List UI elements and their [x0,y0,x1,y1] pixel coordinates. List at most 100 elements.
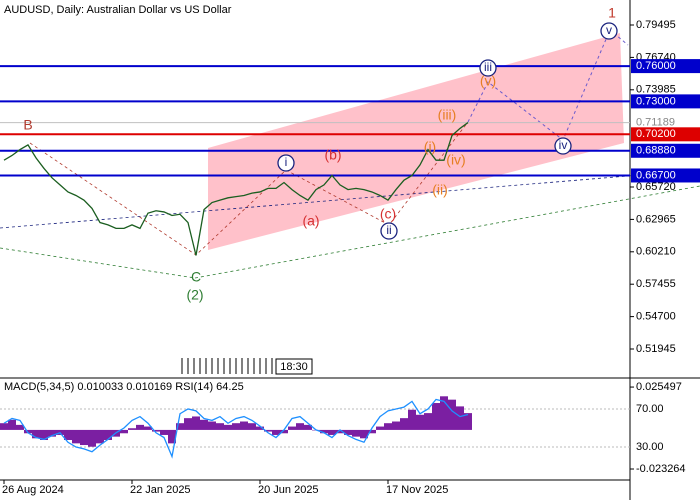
macd-bar [88,429,96,447]
macd-bar [184,418,192,430]
wave-label: C [191,269,201,285]
macd-bar [200,419,208,430]
wave-label: (v) [480,73,496,89]
macd-bar [432,403,440,430]
macd-bar [288,426,296,430]
level-label: 0.66700 [636,169,676,181]
wave-label: (i) [424,139,436,155]
macd-bar [192,416,200,430]
macd-bar [336,429,344,434]
timer: 18:30 [280,361,308,373]
macd-bar [0,423,8,430]
y-tick-label: -0.023264 [636,463,686,475]
x-tick-label: 26 Aug 2024 [2,484,64,496]
macd-bar [416,414,424,430]
wave-label: B [23,117,32,133]
macd-bar [72,429,80,444]
y-tick-label: 0.65720 [636,181,676,193]
macd-bar [440,396,448,430]
macd-bar [80,429,88,446]
level-label-box [631,59,700,74]
y-tick-label: 0.73985 [636,84,676,96]
timer-box [275,358,313,375]
wave-label: i [285,155,288,169]
macd-bar [224,424,232,430]
macd-bar [448,399,456,430]
wave-label: 1 [608,5,616,21]
level-label-box [631,143,700,158]
macd-bar [392,421,400,430]
macd-bar [384,423,392,430]
wave-circle [479,59,497,77]
y2-tick-label: 70.00 [636,403,664,415]
macd-bar [320,429,328,434]
current-price-label: 0.71189 [636,117,675,129]
wave-circle [380,222,398,240]
macd-bar [208,421,216,430]
wave-label: (ii) [432,182,448,198]
macd-bar [368,429,376,434]
wave-line [0,247,196,279]
level-label: 0.68880 [636,145,676,157]
indicator-title: MACD(5,34,5) 0.010033 0.010169 RSI(14) 6… [4,381,244,393]
macd-bar [160,429,168,435]
wave-label: v [606,23,612,37]
macd-bar [152,429,160,432]
macd-bar [264,429,272,432]
macd-bar [96,429,104,444]
macd-bar [128,428,136,430]
macd-bar [456,406,464,430]
timer-ticks [181,358,273,374]
macd-bar [232,423,240,430]
macd-bar [216,423,224,430]
x-tick-label: 22 Jan 2025 [130,484,191,496]
macd-bar [136,424,144,430]
macd-bar [408,409,416,430]
macd-bar [48,429,56,437]
level-label: 0.73000 [636,95,676,107]
macd-bar [256,426,264,430]
macd-bar [120,429,128,434]
y-tick-label: 0.62965 [636,213,676,225]
y2-tick-label: 30.00 [636,441,664,453]
rsi-line [3,398,469,459]
x-tick-label: 20 Jun 2025 [258,484,319,496]
wave-label: (c) [380,206,396,222]
macd-bar [176,423,184,430]
level-label-box [631,168,700,183]
wave-label: (iii) [438,107,457,123]
macd-bar [240,421,248,430]
macd-bar [168,429,176,444]
wave-label: (b) [324,147,341,163]
level-label: 0.70200 [636,128,676,140]
macd-bar [424,413,432,430]
macd-bar [464,413,472,430]
y-tick-label: 0.54700 [636,311,676,323]
wave-label: (a) [302,213,319,229]
wave-label: iv [559,138,568,152]
level-label-box [631,94,700,109]
wave-circle [277,154,295,172]
macd-bar [40,429,48,440]
macd-bar [32,429,40,439]
chart-title: AUDUSD, Daily: Australian Dollar vs US D… [4,4,232,16]
wave-label: iii [484,60,492,74]
macd-bar [272,429,280,435]
macd-bar [360,429,368,439]
y-tick-label: 0.60210 [636,246,676,258]
y-tick-label: 0.57455 [636,278,676,290]
macd-bar [16,424,24,430]
macd-bar [8,419,16,430]
macd-bar [328,429,336,435]
macd-bar [400,418,408,430]
macd-bar [64,429,72,440]
y-tick-label: 0.025497 [636,381,682,393]
wave-label: ii [386,223,391,237]
trend-line [194,185,700,279]
y-tick-label: 0.79495 [636,19,676,31]
macd-bar [296,423,304,430]
macd-bar [280,429,288,434]
wave-label: (iv) [446,152,465,168]
price-line [3,122,469,256]
